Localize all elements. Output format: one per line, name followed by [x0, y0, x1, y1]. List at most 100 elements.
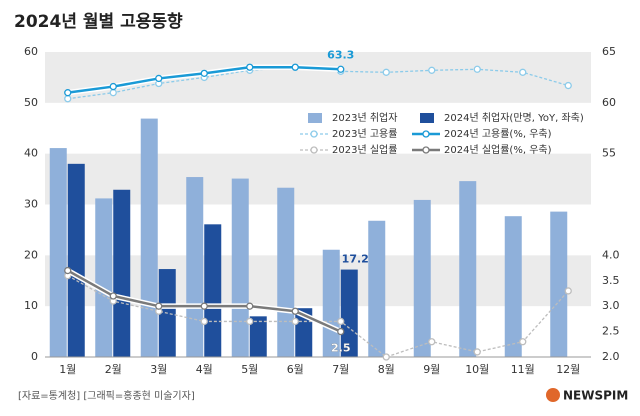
legend-label: 2023년 실업률: [332, 143, 397, 156]
bars-layer: [49, 118, 568, 357]
bar: [249, 316, 267, 357]
point: [519, 68, 527, 76]
y3-tick-label: 3.5: [602, 274, 620, 287]
point: [246, 302, 254, 310]
data-label: 63.3: [327, 48, 354, 61]
point: [155, 302, 163, 310]
data-label: 17.2: [342, 253, 369, 266]
bar: [186, 177, 204, 357]
bar: [67, 163, 85, 357]
labels-layer: 0 10 20 30 40 50 60 55 60 65 2.0 2.5 3.0 3.5 4.0 1월 2월 3월…: [24, 45, 620, 376]
x-tick-label: 8월: [378, 363, 395, 376]
bar: [368, 220, 386, 357]
source: [자료=통계청] [그래픽=홍종현 미술기자]: [18, 389, 195, 402]
y-tick-label: 10: [24, 299, 38, 312]
point: [155, 74, 163, 83]
chart-title: 2024년 월별 고용동향: [14, 11, 183, 32]
bar: [277, 187, 295, 357]
bar: [95, 198, 113, 357]
y2-tick-label: 60: [602, 96, 616, 109]
legend-swatch: [310, 130, 318, 138]
x-tick-label: 9월: [423, 363, 440, 376]
point: [200, 317, 208, 326]
x-tick-label: 1월: [59, 363, 76, 376]
point: [428, 338, 436, 346]
y-tick-label: 30: [24, 198, 38, 211]
y3-tick-label: 2.5: [602, 325, 620, 338]
x-tick-label: 12월: [556, 363, 580, 376]
point: [564, 81, 572, 90]
point: [246, 317, 254, 326]
bar: [550, 211, 568, 357]
bar: [113, 189, 131, 357]
x-tick-label: 7월: [332, 363, 349, 376]
bar: [49, 148, 67, 357]
x-tick-label: 6월: [287, 363, 304, 376]
legend-swatch: [422, 130, 430, 138]
logo-icon: [546, 388, 560, 402]
line: [67, 275, 569, 358]
bg-layer: [45, 52, 591, 307]
point: [64, 266, 72, 275]
legend-label: 2024년 취업자(만명, YoY, 좌축): [444, 111, 584, 124]
y2-tick-label: 65: [602, 45, 616, 58]
y-tick-label: 40: [24, 147, 38, 160]
point: [64, 89, 72, 97]
y3-tick-label: 4.0: [602, 248, 620, 261]
x-tick-label: 2월: [105, 363, 122, 376]
point: [382, 353, 390, 361]
bar: [231, 178, 249, 357]
point: [564, 287, 572, 295]
point: [291, 307, 299, 315]
y3-tick-label: 3.0: [602, 299, 620, 312]
bar: [504, 216, 522, 357]
x-tick-label: 5월: [241, 363, 258, 376]
bar: [204, 224, 222, 357]
bar: [295, 308, 313, 357]
x-tick-label: 4월: [196, 363, 213, 376]
legend-label: 2024년 고용률(%, 우축): [444, 128, 552, 140]
legend-swatch: [420, 113, 434, 123]
grid-band: [45, 52, 591, 103]
bar: [140, 118, 158, 357]
x-tick-label: 3월: [150, 363, 167, 376]
y-tick-label: 50: [24, 96, 38, 109]
data-label: 2.5: [331, 342, 351, 355]
y-tick-label: 20: [24, 248, 38, 261]
point: [473, 348, 481, 356]
legend-label: 2023년 취업자: [332, 111, 397, 124]
bar: [459, 181, 477, 357]
point: [337, 317, 345, 326]
point: [246, 63, 254, 71]
logo: NEWSPIM: [563, 389, 628, 403]
point: [109, 89, 117, 97]
legend-swatch: [308, 113, 322, 123]
point: [64, 95, 72, 103]
point: [519, 338, 527, 346]
y3-tick-label: 2.0: [602, 350, 620, 363]
point: [382, 68, 390, 76]
bar: [340, 269, 358, 357]
y2-tick-label: 55: [602, 147, 616, 160]
grid-band: [45, 153, 591, 205]
point: [109, 82, 117, 91]
point: [291, 317, 299, 326]
lines-layer: [45, 63, 591, 361]
x-tick-label: 10월: [465, 363, 489, 376]
point: [200, 69, 208, 77]
y-tick-label: 60: [24, 45, 38, 58]
point: [337, 327, 345, 336]
point: [337, 65, 345, 73]
point: [109, 292, 117, 300]
legend-label: 2023년 고용률: [332, 128, 397, 140]
legend-label: 2024년 실업률(%, 우축): [444, 143, 552, 156]
legend-swatch: [310, 146, 318, 154]
grid-band: [45, 255, 591, 307]
point: [473, 65, 481, 73]
bar: [413, 199, 431, 357]
point: [428, 66, 436, 74]
point: [291, 63, 299, 71]
legend-swatch: [422, 146, 430, 154]
point: [200, 302, 208, 310]
